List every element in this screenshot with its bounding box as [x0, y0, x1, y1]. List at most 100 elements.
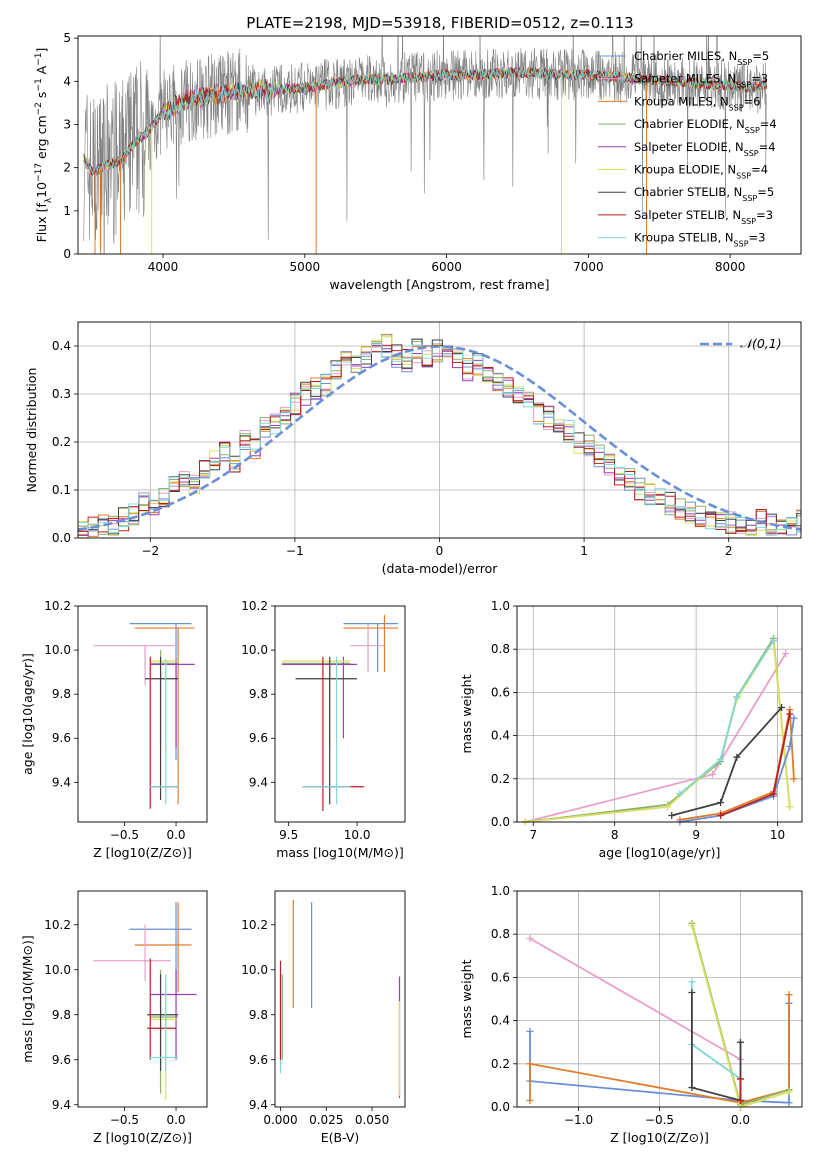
- series-marker: [717, 755, 725, 763]
- spectrum-panel: 4000 5000 6000 7000 8000 0 1 2 3 4 5 wavelength [An…: [34, 31, 802, 292]
- gaussian-curve: [78, 345, 801, 531]
- legend-entry: Kroupa ELODIE, NSSP=4: [634, 163, 768, 181]
- y-axis-label: Flux [fλ10−17 erg cm−2 s−1 A−1]: [34, 48, 54, 243]
- errorbar-point: [149, 658, 179, 805]
- x-tick-label: 0.000: [263, 1113, 297, 1127]
- y-tick-label: 10.2: [44, 599, 71, 613]
- legend-entry: Kroupa STELIB, NSSP=3: [634, 231, 765, 249]
- legend-sub: SSP: [736, 171, 751, 180]
- x-tick-label: 9: [692, 828, 700, 842]
- y-tick-label: 0.6: [491, 970, 510, 984]
- x-tick-label: 9.5: [279, 828, 298, 842]
- legend-name: Kroupa MILES, N: [634, 94, 729, 108]
- y-tick-label: 0.8: [491, 642, 510, 656]
- x-tick-label: 0.0: [731, 1113, 750, 1127]
- legend-name: Chabrier MILES, N: [634, 49, 737, 63]
- errorbar-point: [302, 656, 364, 811]
- series-marker: [785, 991, 793, 999]
- legend-nssp: =4: [751, 163, 768, 177]
- y-label-part: A: [34, 65, 49, 78]
- x-axis-label: wavelength [Angstrom, rest frame]: [329, 277, 549, 292]
- x-tick-label: −1: [286, 544, 304, 558]
- y-tick-label: 1.0: [491, 884, 510, 898]
- series-marker: [736, 1038, 744, 1046]
- legend-name: Kroupa ELODIE, N: [634, 163, 736, 177]
- errorbar-point: [147, 974, 179, 1071]
- errorbar-point: [149, 974, 179, 1071]
- series-line: [691, 992, 742, 1102]
- y-tick-label: 0.0: [491, 815, 510, 829]
- y-tick-label: 9.6: [249, 731, 268, 745]
- legend-entry: Kroupa MILES, NSSP=6: [634, 94, 760, 112]
- errorbar-point: [281, 660, 351, 743]
- y-tick-label: 5: [63, 31, 71, 45]
- y-tick-label: 0.0: [52, 531, 71, 545]
- series-marker: [770, 790, 777, 798]
- legend-entry: Salpeter STELIB, NSSP=3: [634, 208, 773, 226]
- mass-vs-z-panel: −0.5 0.0 9.4 9.6 9.8 10.0 10.2 Z [log10(Z/Z⊙)] m…: [20, 890, 208, 1145]
- axes-frame: [77, 605, 208, 823]
- y-axis-label: mass [log10(M/M⊙)]: [20, 935, 35, 1063]
- observed-spectrum-line: [83, 36, 767, 254]
- errorbar-point: [295, 656, 358, 805]
- x-tick-label: 0.0: [166, 1113, 185, 1127]
- x-axis-label: Z [log10(Z/Z⊙)]: [93, 1130, 192, 1145]
- legend-sub: SSP: [729, 103, 744, 112]
- errorbar-point: [150, 969, 179, 1094]
- legend-sub: SSP: [742, 194, 757, 203]
- x-axis-label: E(B-V): [321, 1130, 360, 1145]
- x-axis-label: Z [log10(Z/Z⊙)]: [93, 845, 192, 860]
- legend-nssp: =3: [749, 231, 766, 245]
- legend-entry: Salpeter ELODIE, NSSP=4: [634, 140, 776, 158]
- legend-nssp: =4: [759, 140, 776, 154]
- legend-name: Kroupa STELIB, N: [634, 231, 734, 245]
- legend-name: Salpeter STELIB, N: [634, 208, 741, 222]
- histogram-step: [78, 346, 801, 534]
- x-tick-label: 2: [725, 544, 733, 558]
- series-marker: [676, 790, 684, 798]
- y-label-part: ]: [34, 48, 49, 53]
- y-tick-label: 10.2: [241, 599, 268, 613]
- y-tick-label: 9.4: [249, 1098, 268, 1112]
- spectrum-lines: [83, 36, 768, 254]
- x-tick-label: 1: [580, 544, 588, 558]
- y-axis-label: Normed distribution: [24, 368, 39, 493]
- series-marker: [668, 812, 676, 820]
- age-vs-mass-panel: 9.5 10.0 9.4 9.6 9.8 10.0 10.2 mass [log10(M/M⊙…: [241, 599, 406, 860]
- x-tick-label: 8000: [715, 260, 746, 274]
- series-marker: [688, 1084, 696, 1092]
- axes-frame: [77, 35, 802, 255]
- errorbar-point: [147, 958, 177, 1060]
- x-tick-label: 0.025: [309, 1113, 343, 1127]
- y-tick-label: 0.1: [52, 483, 71, 497]
- y-label-part: −2: [34, 102, 44, 115]
- legend-sub: SSP: [745, 126, 760, 135]
- y-label-part: 10: [34, 182, 49, 198]
- y-tick-label: 9.8: [52, 1008, 71, 1022]
- legend-sub: SSP: [734, 239, 749, 248]
- series-line: [720, 713, 791, 817]
- y-tick-label: 1: [63, 204, 71, 218]
- y-axis-label: age [log10(age/yr)]: [20, 653, 35, 775]
- y-tick-label: 10.2: [241, 918, 268, 932]
- axes-frame: [516, 605, 803, 823]
- y-tick-label: 0.2: [491, 772, 510, 786]
- y-tick-label: 9.8: [52, 687, 71, 701]
- legend-sub: SSP: [736, 80, 751, 89]
- x-tick-label: −0.5: [110, 1113, 139, 1127]
- y-label-part: Flux [f: [34, 203, 49, 243]
- residuals-panel: −2 −1 0 1 2 0.0 0.1 0.2 0.3 0.4 (data-model)/error…: [24, 321, 802, 576]
- legend-entry: 𝒩(0,1): [740, 336, 782, 351]
- y-tick-label: 2: [63, 161, 71, 175]
- errorbar-point: [134, 902, 192, 993]
- series-marker: [790, 775, 798, 783]
- x-tick-label: −0.5: [110, 828, 139, 842]
- errorbar-point: [93, 924, 171, 981]
- series-marker: [688, 922, 696, 930]
- x-tick-label: 7: [529, 828, 537, 842]
- x-tick-label: 6000: [431, 260, 462, 274]
- histograms: [78, 333, 801, 538]
- y-label-part: s: [34, 92, 49, 103]
- series-marker: [717, 799, 725, 807]
- series-marker: [526, 1060, 534, 1068]
